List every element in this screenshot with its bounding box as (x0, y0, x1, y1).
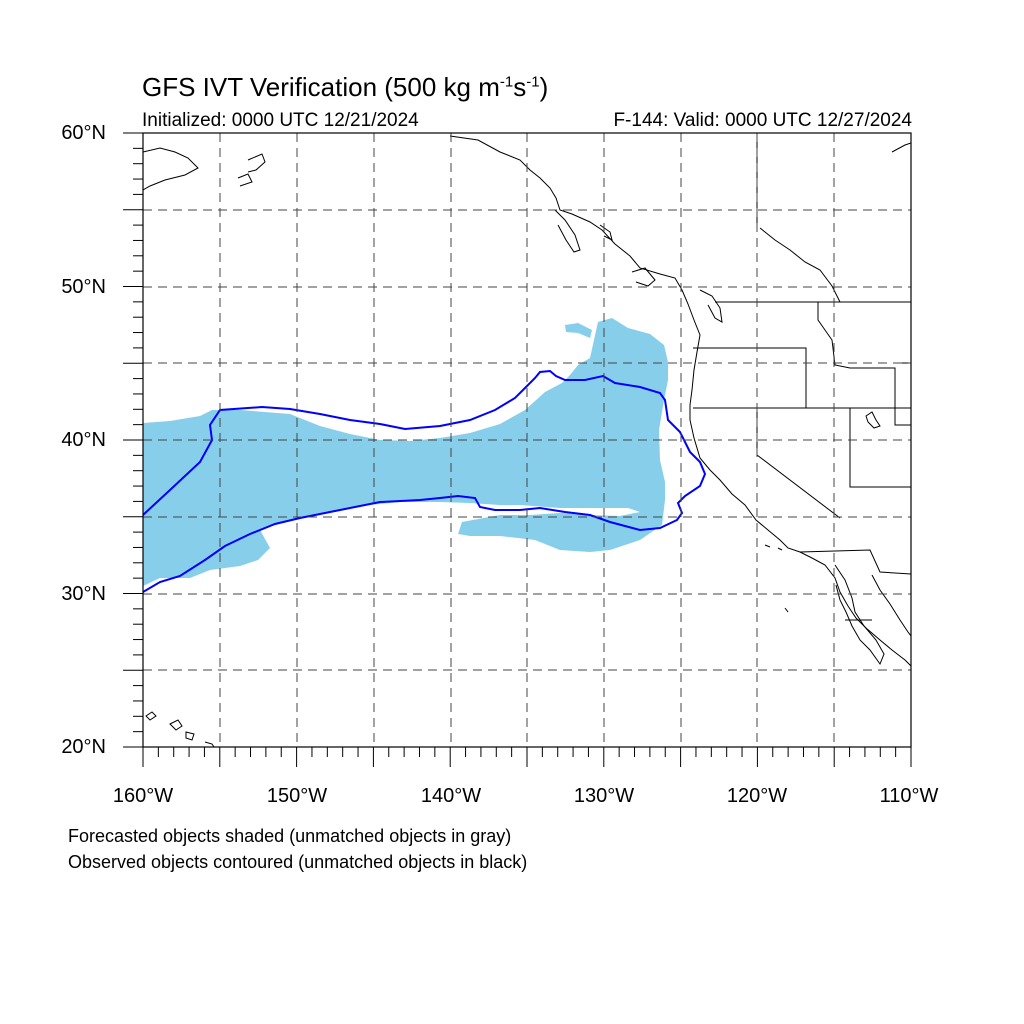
lon-label-150w: 150°W (266, 785, 328, 807)
observed-ivt-contour (143, 369, 707, 593)
lat-label-20n: 20°N (61, 736, 106, 758)
legend-observed: Observed objects contoured (unmatched ob… (68, 852, 528, 872)
lon-label-140w: 140°W (420, 785, 482, 807)
lon-label-110w: 110°W (879, 785, 939, 807)
lat-label-60n: 60°N (61, 122, 106, 144)
map-title: GFS IVT Verification (500 kg m-1s-1) (142, 72, 549, 102)
lon-label-130w: 130°W (573, 785, 635, 807)
political-borders (693, 133, 911, 621)
lon-label-120w: 120°W (726, 785, 788, 807)
lat-label-40n: 40°N (61, 429, 106, 451)
valid-time: F-144: Valid: 0000 UTC 12/27/2024 (613, 110, 912, 131)
graticule (143, 133, 911, 747)
legend-forecast: Forecasted objects shaded (unmatched obj… (68, 826, 512, 846)
forecast-ivt-object (143, 318, 668, 586)
coastlines (143, 135, 911, 747)
lake (865, 411, 881, 429)
lat-label-30n: 30°N (61, 583, 106, 605)
axis-ticks (123, 132, 912, 767)
forecast-ivt-fragment (565, 323, 592, 338)
lat-label-50n: 50°N (61, 276, 106, 298)
lon-label-160w: 160°W (112, 785, 174, 807)
initialized-time: Initialized: 0000 UTC 12/21/2024 (142, 110, 419, 131)
